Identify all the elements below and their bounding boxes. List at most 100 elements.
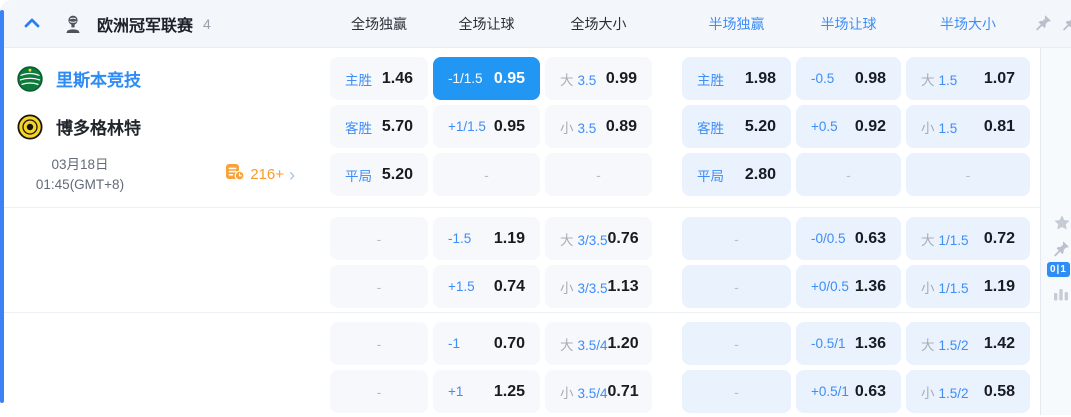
odds-cell-label: 客胜 — [697, 117, 724, 137]
odds-cell-label: +1.5 — [448, 279, 475, 294]
alt-odds-section-1: - -1.5 1.19 大 3/3.5 0.76 - -0/0.5 0.63 大 1/1.5 0.72… — [0, 208, 1040, 313]
odds-cell[interactable]: 小 3/3.5 1.13 — [545, 265, 652, 308]
column-header-half-3[interactable]: 半场独赢 — [708, 15, 765, 32]
odds-line: 1.5 — [938, 72, 958, 88]
odds-cell-label: 主胜 — [345, 69, 372, 89]
odds-line: 3/3.5 — [577, 280, 608, 296]
odds-cell[interactable]: +1 1.25 — [433, 370, 540, 413]
odds-cell[interactable]: 小 1.5 0.81 — [906, 105, 1030, 148]
odds-cell[interactable]: -0.5 0.98 — [796, 57, 901, 100]
odds-value: 2.80 — [744, 165, 776, 183]
home-team-row[interactable]: 里斯本竞技 — [0, 57, 330, 100]
match-time: 01:45(GMT+8) — [35, 176, 125, 192]
odds-cell[interactable]: 客胜 5.70 — [330, 105, 428, 148]
odds-cell[interactable]: 主胜 1.46 — [330, 57, 428, 100]
odds-cell[interactable]: 平局 2.80 — [682, 153, 791, 196]
odds-cell-label: -0.5/1 — [811, 336, 846, 351]
odds-cell-label: +1/1.5 — [448, 119, 486, 134]
column-header-half-5[interactable]: 半场大小 — [940, 15, 996, 32]
odds-cell[interactable]: 平局 5.20 — [330, 153, 428, 196]
odds-rows-alt-1: - -1.5 1.19 大 3/3.5 0.76 - -0/0.5 0.63 大 1/1.5 0.72… — [330, 217, 1030, 308]
odds-line: +1 — [448, 384, 464, 399]
odds-cell[interactable]: 主胜 1.98 — [682, 57, 791, 100]
favorite-star-icon[interactable] — [1053, 214, 1071, 232]
odds-line: -1 — [448, 336, 461, 351]
odds-value: 1.98 — [744, 69, 776, 87]
odds-cell[interactable]: 小 3.5 0.89 — [545, 105, 652, 148]
odds-line: 3.5 — [577, 120, 597, 136]
over-under-prefix: 小 — [921, 120, 935, 136]
odds-cell-empty: - — [330, 265, 428, 308]
odds-row: 主胜 1.46 -1/1.5 0.95 大 3.5 0.99 主胜 1.98 -0.5 0.98 大 1… — [330, 57, 1030, 100]
odds-cell[interactable]: 大 3.5/4 1.20 — [545, 322, 652, 365]
odds-cell[interactable]: -1.5 1.19 — [433, 217, 540, 260]
odds-cell[interactable]: -0/0.5 0.63 — [796, 217, 901, 260]
side-tool-rail: 0|1 — [1041, 48, 1071, 415]
odds-cell-label: 大 1/1.5 — [921, 229, 969, 249]
odds-line: 1/1.5 — [938, 280, 969, 296]
odds-cell[interactable]: -0.5/1 1.36 — [796, 322, 901, 365]
odds-line: 平局 — [345, 168, 372, 184]
odds-cell[interactable]: 小 1/1.5 1.19 — [906, 265, 1030, 308]
empty-dash: - — [376, 335, 382, 352]
column-header-full-0[interactable]: 全场独赢 — [351, 15, 407, 32]
odds-cell[interactable]: 大 1/1.5 0.72 — [906, 217, 1030, 260]
odds-cell-empty: - — [682, 370, 791, 413]
odds-cell-empty: - — [545, 153, 652, 196]
odds-line: -1/1.5 — [448, 71, 483, 86]
column-header-half-4[interactable]: 半场让球 — [820, 15, 877, 32]
odds-cell-label: -1.5 — [448, 231, 471, 246]
league-match-count: 4 — [203, 15, 211, 32]
over-under-prefix: 大 — [921, 337, 935, 353]
odds-row: - +1.5 0.74 小 3/3.5 1.13- +0/0.5 1.36 小 1/1.5 1.19 — [330, 265, 1030, 308]
empty-dash: - — [484, 166, 489, 183]
league-accent-bar — [0, 10, 4, 403]
odds-line: 1.5/2 — [938, 337, 969, 353]
odds-cell[interactable]: +1/1.5 0.95 — [433, 105, 540, 148]
pin-icon[interactable] — [1062, 14, 1071, 31]
league-logo-icon — [61, 12, 85, 36]
odds-cell-label: 大 1.5 — [921, 69, 957, 89]
odds-cell[interactable]: +0.5/1 0.63 — [796, 370, 901, 413]
odds-cell[interactable]: -1 0.70 — [433, 322, 540, 365]
over-under-prefix: 大 — [560, 337, 574, 353]
away-team-name: 博多格林特 — [56, 119, 141, 138]
league-title: 欧洲冠军联赛 — [97, 17, 194, 35]
main-odds-section: 里斯本竞技 博多格林特 03月18日 01:45(G — [0, 48, 1040, 208]
stats-chart-icon[interactable] — [1053, 286, 1069, 301]
odds-cell-empty: - — [682, 217, 791, 260]
odds-cell[interactable]: 大 3.5 0.99 — [545, 57, 652, 100]
odds-cell[interactable]: 大 1.5 1.07 — [906, 57, 1030, 100]
empty-dash: - — [734, 230, 739, 247]
odds-cell[interactable]: +1.5 0.74 — [433, 265, 540, 308]
home-team-name: 里斯本竞技 — [56, 71, 141, 90]
odds-line: 1/1.5 — [938, 232, 969, 248]
odds-cell-empty: - — [330, 322, 428, 365]
odds-cell[interactable]: 客胜 5.20 — [682, 105, 791, 148]
odds-line: +0/0.5 — [811, 279, 849, 294]
away-team-row[interactable]: 博多格林特 — [0, 105, 330, 148]
odds-cell[interactable]: +0/0.5 1.36 — [796, 265, 901, 308]
pin-icon[interactable] — [1053, 240, 1070, 257]
odds-line: 客胜 — [345, 120, 372, 136]
odds-cell[interactable]: -1/1.5 0.95 — [433, 57, 540, 100]
odds-cell[interactable]: 小 3.5/4 0.71 — [545, 370, 652, 413]
column-header-full-1[interactable]: 全场让球 — [458, 15, 515, 32]
empty-dash: - — [734, 335, 739, 352]
odds-line: +0.5/1 — [811, 384, 849, 399]
collapse-button[interactable] — [20, 12, 44, 36]
odds-line: -1.5 — [448, 231, 472, 246]
empty-dash: - — [376, 278, 382, 295]
odds-cell[interactable]: 大 3/3.5 0.76 — [545, 217, 652, 260]
odds-value: 0.99 — [605, 69, 637, 87]
more-markets-link[interactable]: 216+ › — [225, 163, 295, 186]
league-header: 欧洲冠军联赛 4 全场独赢 全场让球 全场大小 半场独赢 半场让球 半场大小 — [0, 0, 1071, 48]
column-header-full-2[interactable]: 全场大小 — [570, 15, 627, 32]
odds-row: 平局 5.20 - - 平局 2.80 - - — [330, 153, 1030, 196]
odds-cell[interactable]: +0.5 0.92 — [796, 105, 901, 148]
empty-dash: - — [846, 166, 851, 183]
odds-cell[interactable]: 小 1.5/2 0.58 — [906, 370, 1030, 413]
pin-icon[interactable] — [1035, 14, 1052, 31]
odds-cell[interactable]: 大 1.5/2 1.42 — [906, 322, 1030, 365]
away-team-logo — [17, 113, 43, 140]
